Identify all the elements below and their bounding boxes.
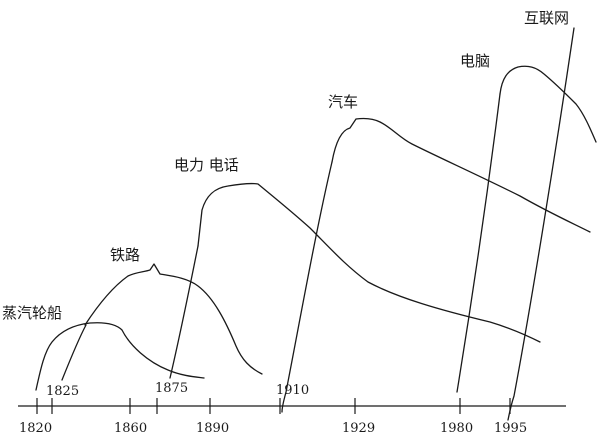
wave-curve-steamship (35, 322, 205, 391)
adoption-line-railway (169, 245, 199, 379)
axis-year-label: 1995 (494, 421, 527, 436)
wave-curve-railway (84, 263, 263, 375)
axis-year-label: 1890 (196, 421, 229, 436)
wave-label-electricity: 电力 电话 (174, 156, 239, 174)
wave-curve-automobile (331, 117, 591, 233)
wave-label-railway: 铁路 (110, 246, 140, 264)
wave-curve-electricity (197, 182, 541, 343)
wave-curve-computer (499, 65, 597, 143)
adoption-line-electricity (281, 161, 333, 413)
adoption-line-automobile (456, 93, 501, 393)
wave-start-year-steamship: 1825 (46, 384, 79, 399)
adoption-line-internet (507, 27, 575, 421)
wave-label-computer: 电脑 (460, 52, 490, 70)
wave-start-year-railway: 1875 (155, 381, 188, 396)
axis-year-label: 1860 (114, 421, 147, 436)
wave-start-year-electricity: 1910 (276, 383, 309, 398)
adoption-line-steamship (61, 324, 87, 381)
axis-year-label: 1980 (440, 421, 473, 436)
axis-year-label: 1820 (19, 421, 52, 436)
wave-label-automobile: 汽车 (328, 93, 358, 111)
wave-label-steamship: 蒸汽轮船 (2, 304, 62, 322)
axis-year-label: 1929 (342, 421, 375, 436)
wave-label-internet: 互联网 (524, 9, 569, 27)
